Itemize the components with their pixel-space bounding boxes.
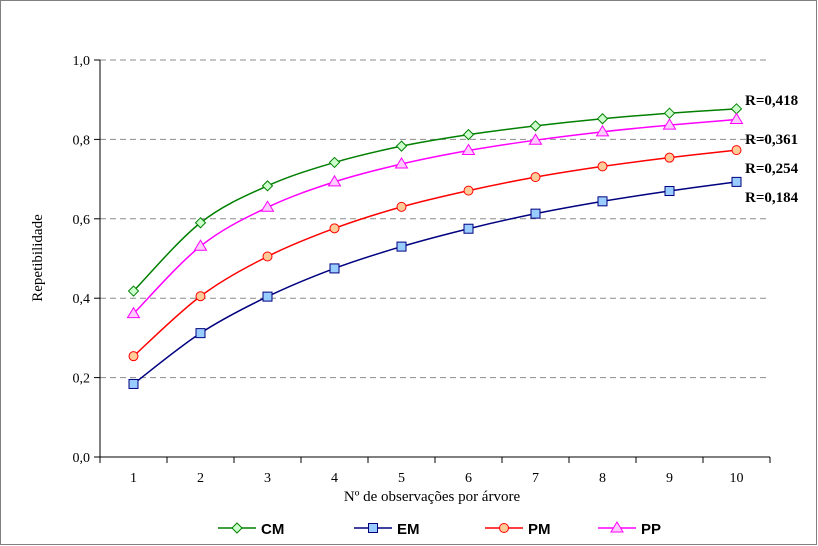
data-point-pp: [595, 124, 610, 137]
data-point-pp: [729, 112, 744, 125]
y-tick-label: 0,4: [73, 292, 91, 307]
data-point-cm: [127, 285, 140, 297]
series-em: [128, 176, 742, 389]
x-axis-title: Nº de observações por árvore: [344, 489, 521, 505]
series-line-em: [133, 181, 737, 385]
legend-marker-em: [368, 523, 378, 533]
annotation-pp: R=0,361: [745, 132, 798, 148]
legend-item-em: EM: [354, 521, 420, 538]
data-point-em: [530, 208, 541, 219]
data-point-pp: [126, 306, 141, 319]
legend-item-pp: PP: [598, 521, 661, 538]
legend-label-cm: CM: [261, 521, 284, 538]
data-point-pm: [396, 201, 407, 212]
data-point-pm: [329, 223, 340, 234]
legend: CM EM PM PP: [218, 521, 661, 538]
x-tick-label: 2: [197, 471, 204, 486]
legend-item-cm: CM: [218, 521, 284, 538]
x-tick-label: 9: [666, 471, 673, 486]
legend-marker-cm: [231, 522, 243, 534]
series-pp: [126, 112, 744, 319]
axes: [94, 59, 771, 463]
data-point-em: [195, 328, 206, 339]
data-point-pp: [260, 200, 275, 212]
data-point-em: [664, 186, 675, 197]
x-tick-label: 10: [730, 471, 744, 486]
data-point-cm: [596, 113, 609, 125]
legend-label-pp: PP: [641, 521, 661, 538]
legend-label-pm: PM: [528, 521, 551, 538]
data-point-pm: [731, 145, 742, 156]
data-point-pm: [262, 251, 273, 262]
legend-marker-pp: [610, 521, 624, 533]
y-tick-label: 0,8: [73, 133, 91, 148]
data-point-cm: [328, 156, 341, 169]
annotation-cm: R=0,418: [745, 93, 798, 109]
y-tick-label: 1,0: [73, 54, 91, 69]
annotation-em: R=0,184: [745, 190, 799, 206]
data-point-pp: [193, 239, 208, 251]
y-tick-label: 0,0: [73, 451, 91, 466]
data-point-em: [396, 241, 407, 252]
legend-item-pm: PM: [485, 521, 551, 538]
data-point-cm: [194, 217, 207, 229]
x-tick-label: 3: [264, 471, 271, 486]
data-point-em: [329, 263, 340, 274]
series-cm: [127, 103, 743, 297]
legend-label-em: EM: [397, 521, 420, 538]
data-point-em: [262, 291, 273, 302]
y-tick-label: 0,6: [73, 213, 91, 228]
data-point-pm: [463, 185, 474, 196]
series-line-pp: [132, 118, 737, 315]
series-group: [126, 103, 744, 389]
series-line-cm: [132, 108, 737, 292]
data-point-em: [463, 223, 474, 234]
data-point-cm: [529, 120, 542, 132]
data-point-pp: [394, 157, 409, 169]
data-point-pp: [327, 174, 342, 187]
data-point-pm: [195, 291, 206, 302]
data-point-em: [731, 176, 742, 187]
x-tick-label: 8: [599, 471, 606, 486]
y-tick-label: 0,2: [73, 372, 91, 387]
data-point-pp: [528, 133, 543, 145]
x-tick-label: 6: [465, 471, 472, 486]
series-pm: [128, 145, 742, 362]
x-tick-label: 1: [130, 471, 137, 486]
data-point-pp: [662, 118, 677, 130]
data-point-em: [597, 196, 608, 207]
annotation-pm: R=0,254: [745, 161, 799, 177]
data-point-cm: [261, 180, 274, 192]
x-tick-label: 4: [331, 471, 338, 486]
annotations: R=0,418 R=0,361 R=0,254 R=0,184: [745, 93, 799, 206]
data-point-pm: [664, 152, 675, 163]
data-point-pm: [530, 172, 541, 183]
data-point-em: [128, 378, 139, 389]
data-point-cm: [395, 140, 408, 152]
x-tick-labels: 1 2 3 4 5 6 7 8 9 10: [130, 471, 744, 486]
series-line-pm: [132, 149, 737, 357]
data-point-pp: [461, 143, 476, 156]
x-tick-label: 7: [532, 471, 539, 486]
data-point-pm: [128, 351, 139, 362]
legend-marker-pm: [499, 523, 509, 533]
y-axis-title: Repetibilidade: [30, 214, 46, 302]
y-tick-labels: 0,0 0,2 0,4 0,6 0,8 1,0: [73, 54, 91, 466]
x-tick-label: 5: [398, 471, 405, 486]
data-point-pm: [597, 161, 608, 172]
data-point-cm: [462, 128, 475, 141]
